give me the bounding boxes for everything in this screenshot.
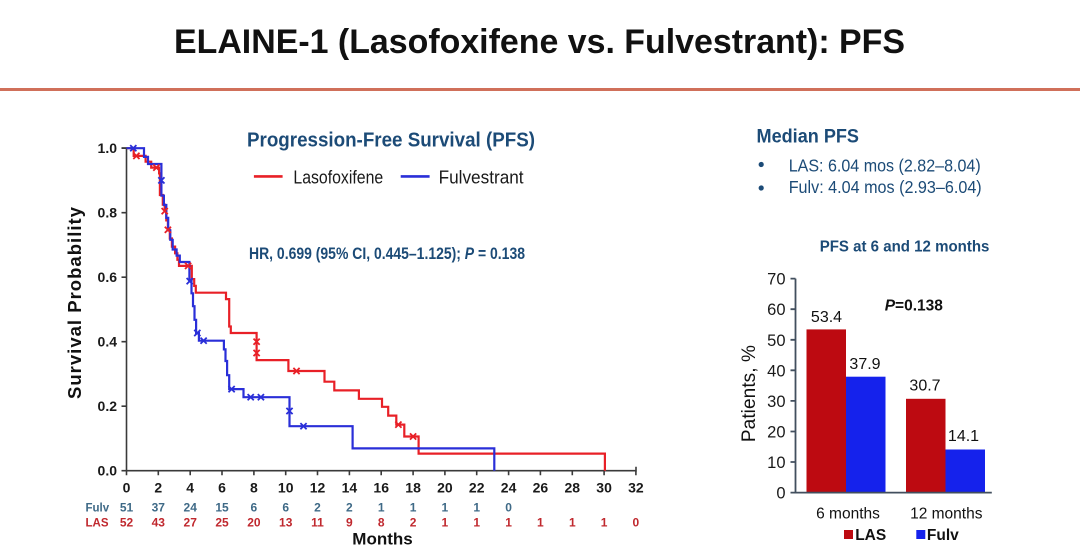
svg-text:2: 2: [346, 501, 353, 515]
svg-text:Fulv: 4.04 mos (2.93–6.04): Fulv: 4.04 mos (2.93–6.04): [789, 177, 982, 197]
svg-text:12: 12: [310, 480, 326, 496]
svg-text:1: 1: [442, 501, 449, 515]
svg-text:20: 20: [767, 424, 785, 442]
svg-text:Months: Months: [352, 530, 412, 549]
svg-text:4: 4: [186, 480, 194, 496]
svg-text:0: 0: [776, 485, 785, 503]
svg-text:1: 1: [569, 515, 576, 529]
svg-text:6: 6: [282, 501, 289, 515]
svg-text:1: 1: [473, 515, 480, 529]
svg-text:1: 1: [378, 501, 385, 515]
svg-text:53.4: 53.4: [811, 309, 842, 326]
svg-text:2: 2: [154, 480, 162, 496]
svg-text:20: 20: [437, 480, 453, 496]
svg-text:Fulv: Fulv: [86, 503, 110, 515]
svg-text:1.0: 1.0: [98, 140, 118, 156]
svg-text:Fulvestrant: Fulvestrant: [439, 166, 524, 187]
svg-text:ELAINE-1 (Lasofoxifene vs. Ful: ELAINE-1 (Lasofoxifene vs. Fulvestrant):…: [174, 23, 905, 61]
svg-text:32: 32: [628, 480, 644, 496]
svg-text:6: 6: [251, 501, 258, 515]
svg-text:26: 26: [533, 480, 549, 496]
svg-text:LAS: LAS: [86, 517, 109, 529]
svg-text:1: 1: [505, 515, 512, 529]
svg-text:24: 24: [184, 501, 198, 515]
svg-text:1: 1: [442, 515, 449, 529]
svg-text:1: 1: [473, 501, 480, 515]
svg-text:14: 14: [342, 480, 358, 496]
svg-text:0: 0: [505, 501, 512, 515]
svg-text:24: 24: [501, 480, 517, 496]
svg-text:0.4: 0.4: [98, 334, 118, 350]
svg-text:8: 8: [378, 515, 385, 529]
svg-text:10: 10: [767, 454, 785, 472]
svg-text:LAS: 6.04 mos (2.82–8.04): LAS: 6.04 mos (2.82–8.04): [789, 155, 981, 175]
svg-text:Lasofoxifene: Lasofoxifene: [293, 166, 383, 187]
svg-text:0.0: 0.0: [98, 463, 118, 479]
svg-text:2: 2: [410, 515, 417, 529]
svg-text:20: 20: [247, 515, 261, 529]
svg-text:0: 0: [123, 480, 131, 496]
svg-text:LAS: LAS: [855, 527, 886, 544]
svg-text:25: 25: [215, 515, 229, 529]
svg-text:1: 1: [410, 501, 417, 515]
svg-text:HR, 0.699 (95% CI, 0.445–1.125: HR, 0.699 (95% CI, 0.445–1.125); P = 0.1…: [249, 245, 525, 263]
svg-text:22: 22: [469, 480, 485, 496]
svg-text:0.2: 0.2: [98, 398, 118, 414]
svg-text:Fulv: Fulv: [927, 527, 959, 544]
svg-text:28: 28: [565, 480, 581, 496]
svg-text:6: 6: [218, 480, 226, 496]
svg-text:60: 60: [767, 301, 785, 319]
svg-text:Median PFS: Median PFS: [757, 127, 860, 148]
svg-text:37.9: 37.9: [849, 356, 880, 373]
svg-text:0.8: 0.8: [98, 205, 118, 221]
svg-text:9: 9: [346, 515, 353, 529]
svg-text:Patients, %: Patients, %: [739, 345, 760, 442]
svg-text:18: 18: [405, 480, 421, 496]
svg-text:6 months: 6 months: [816, 505, 880, 522]
svg-text:40: 40: [767, 362, 785, 380]
svg-text:51: 51: [120, 501, 134, 515]
svg-text:8: 8: [250, 480, 258, 496]
svg-text:30: 30: [596, 480, 612, 496]
svg-text:37: 37: [152, 501, 166, 515]
svg-text:30.7: 30.7: [909, 378, 940, 395]
svg-text:13: 13: [279, 515, 293, 529]
svg-text:2: 2: [314, 501, 321, 515]
svg-text:Survival Probability: Survival Probability: [64, 206, 85, 399]
svg-text:70: 70: [767, 271, 785, 289]
svg-text:1: 1: [601, 515, 608, 529]
svg-text:14.1: 14.1: [948, 428, 979, 445]
svg-text:12 months: 12 months: [910, 505, 983, 522]
svg-text:52: 52: [120, 515, 134, 529]
svg-text:1: 1: [537, 515, 544, 529]
svg-text:P=0.138: P=0.138: [885, 298, 944, 315]
svg-text:Progression-Free Survival (PFS: Progression-Free Survival (PFS): [247, 130, 535, 152]
svg-text:30: 30: [767, 393, 785, 411]
svg-text:PFS at 6 and 12 months: PFS at 6 and 12 months: [820, 239, 990, 256]
svg-text:27: 27: [184, 515, 198, 529]
svg-text:15: 15: [215, 501, 229, 515]
svg-text:16: 16: [373, 480, 389, 496]
svg-text:11: 11: [311, 515, 324, 529]
svg-text:0.6: 0.6: [98, 269, 118, 285]
svg-text:0: 0: [633, 515, 640, 529]
svg-text:10: 10: [278, 480, 294, 496]
svg-text:50: 50: [767, 332, 785, 350]
svg-text:43: 43: [152, 515, 166, 529]
